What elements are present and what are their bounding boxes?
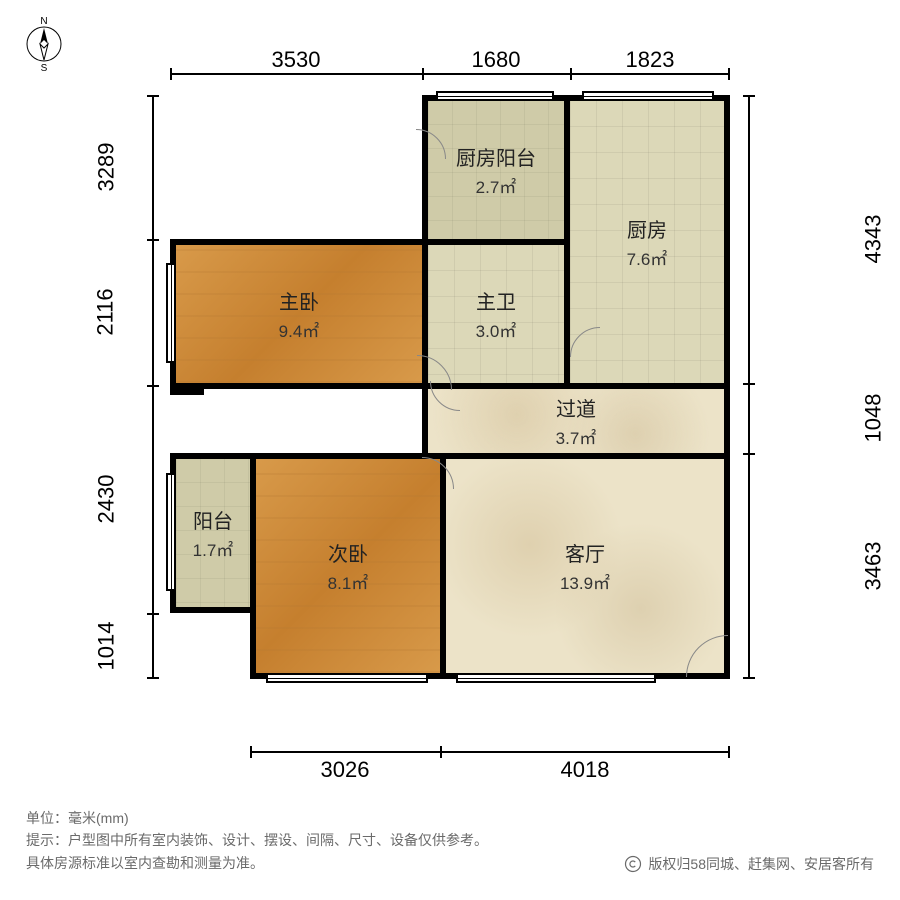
room-kitchen-balcony: 厨房阳台 2.7㎡ [422, 95, 570, 245]
window-second-bed [266, 673, 428, 683]
dim-top-0: 3530 [272, 47, 321, 73]
dim-bot-1: 4018 [561, 757, 610, 783]
room-area: 9.4㎡ [279, 317, 320, 342]
window-master-bed [166, 263, 176, 363]
wall-stub [170, 383, 204, 395]
dim-bracket-right [748, 95, 750, 679]
room-hallway: 过道 3.7㎡ [422, 383, 730, 459]
dim-top-2: 1823 [626, 47, 675, 73]
dim-right-0: 4343 [861, 215, 887, 264]
window-balcony [166, 473, 176, 591]
room-bathroom: 主卫 3.0㎡ [422, 239, 570, 389]
room-label: 厨房 [627, 214, 667, 243]
room-label: 主卫 [476, 286, 516, 315]
window-living [456, 673, 656, 683]
room-area: 3.0㎡ [476, 317, 517, 342]
room-area: 1.7㎡ [193, 536, 234, 561]
room-area: 7.6㎡ [627, 245, 668, 270]
room-label: 过道 [556, 393, 596, 422]
room-area: 2.7㎡ [476, 173, 517, 198]
dim-left-0: 3289 [93, 143, 119, 192]
copyright: 版权归58同城、赶集网、安居客所有 [624, 854, 874, 874]
room-label: 客厅 [565, 538, 605, 567]
dim-right-1: 1048 [861, 394, 887, 443]
room-label: 阳台 [193, 505, 233, 534]
room-area: 13.9㎡ [560, 569, 610, 594]
dim-bracket-top [170, 73, 730, 75]
room-living: 客厅 13.9㎡ [440, 453, 730, 679]
footer: 单位：毫米(mm) 提示：户型图中所有室内装饰、设计、摆设、间隔、尺寸、设备仅供… [26, 807, 874, 874]
room-label: 次卧 [328, 538, 368, 567]
std-line: 具体房源标准以室内查勘和测量为准。 [26, 852, 488, 874]
room-balcony: 阳台 1.7㎡ [170, 453, 256, 613]
dim-left-2: 2430 [93, 475, 119, 524]
copyright-text: 版权归58同城、赶集网、安居客所有 [648, 854, 874, 874]
dim-bracket-left [152, 95, 154, 679]
room-second-bedroom: 次卧 8.1㎡ [250, 453, 446, 679]
dim-bracket-bottom [250, 751, 730, 753]
dim-right-2: 3463 [861, 542, 887, 591]
copyright-icon [624, 855, 642, 873]
room-area: 8.1㎡ [328, 569, 369, 594]
room-master-bedroom: 主卧 9.4㎡ [170, 239, 428, 389]
dim-bot-0: 3026 [321, 757, 370, 783]
room-area: 3.7㎡ [556, 424, 597, 449]
footer-notes: 单位：毫米(mm) 提示：户型图中所有室内装饰、设计、摆设、间隔、尺寸、设备仅供… [26, 807, 488, 874]
dim-left-1: 2116 [93, 288, 119, 335]
room-label: 主卧 [279, 286, 319, 315]
compass-s: S [41, 63, 48, 74]
room-label: 厨房阳台 [456, 142, 536, 171]
unit-line: 单位：毫米(mm) [26, 807, 488, 829]
note-line: 提示：户型图中所有室内装饰、设计、摆设、间隔、尺寸、设备仅供参考。 [26, 829, 488, 851]
window-kitchen [582, 91, 714, 101]
compass: N S [14, 14, 74, 74]
dim-top-1: 1680 [472, 47, 521, 73]
window-kitchen-balc [436, 91, 554, 101]
floor-plan: 3530 1680 1823 3026 4018 3289 2116 2430 … [130, 95, 850, 735]
dim-left-3: 1014 [93, 622, 119, 671]
compass-n: N [40, 16, 47, 27]
